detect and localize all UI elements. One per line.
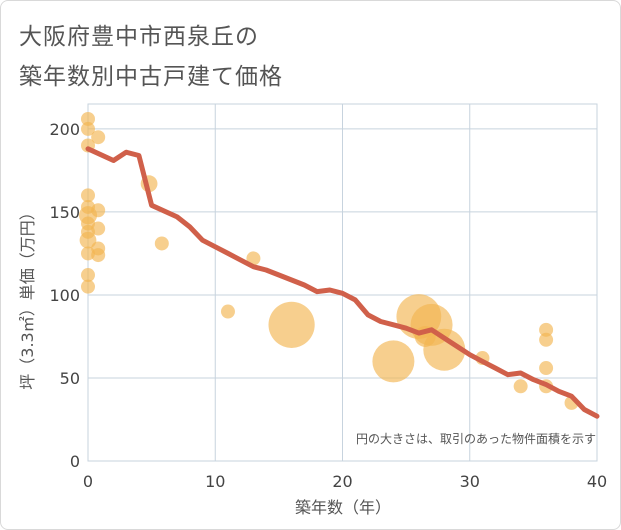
bubble-point: [91, 221, 106, 236]
bubble-point: [220, 304, 235, 319]
bubble-point: [79, 231, 97, 249]
x-tick-label: 30: [460, 472, 480, 491]
bubble-point: [91, 248, 106, 263]
bubble-point: [539, 322, 554, 337]
bubble-point: [81, 111, 95, 126]
bubble-point: [268, 301, 315, 348]
bubble-point: [513, 379, 528, 394]
x-axis-label: 築年数（年）: [295, 498, 391, 517]
y-tick-label: 100: [49, 286, 80, 305]
bubble-point: [372, 340, 415, 383]
average-price-line: [85, 146, 600, 419]
y-tick-label: 200: [49, 120, 80, 139]
x-tick-label: 0: [83, 472, 93, 491]
y-tick-label: 0: [70, 452, 80, 471]
bubble-point: [81, 188, 95, 203]
y-tick-label: 150: [49, 203, 80, 222]
axis-ticks: 0 10 20 30 40 0 50 100 150 200: [49, 120, 607, 491]
chart-title-line2: 築年数別中古戸建て価格: [19, 64, 283, 90]
bubble-point: [81, 268, 95, 283]
bubble-point: [246, 251, 261, 266]
bubbles: [78, 111, 579, 410]
grid-lines: [87, 103, 598, 462]
bubble-point: [81, 121, 95, 136]
x-tick-label: 10: [205, 472, 225, 491]
bubble-point: [539, 332, 554, 347]
trend-line-group: [85, 146, 600, 419]
bubble-point: [91, 130, 106, 145]
chart-title-line1: 大阪府豊中市西泉丘の: [19, 24, 259, 50]
bubble-point: [91, 203, 106, 218]
chart-note: 円の大きさは、取引のあった物件面積を示す: [356, 431, 596, 446]
bubble-point: [154, 236, 169, 251]
x-tick-label: 20: [332, 472, 352, 491]
x-tick-label: 40: [587, 472, 607, 491]
y-axis-label: 坪（3.3㎡）単価（万円）: [18, 204, 37, 389]
bubble-point: [539, 361, 554, 376]
y-tick-label: 50: [60, 369, 80, 388]
bubble-point: [423, 328, 466, 371]
bubble-point: [81, 279, 95, 294]
